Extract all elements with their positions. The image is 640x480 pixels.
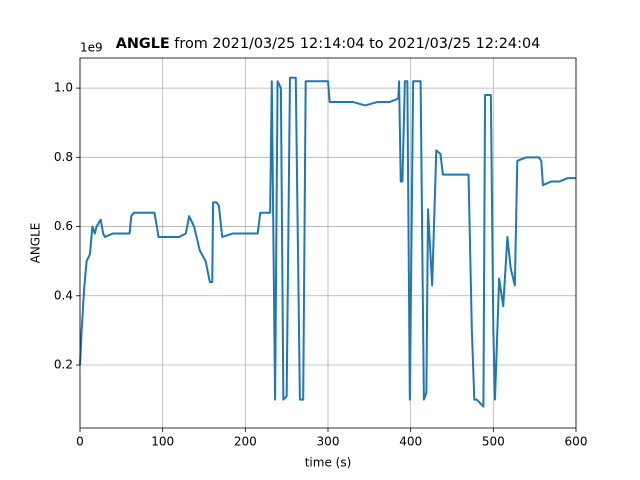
y-axis-label: ANGLE [29,223,43,264]
title-bold: ANGLE [116,36,170,52]
y-tick-label: 0.6 [54,219,73,233]
x-tick-label: 500 [482,435,505,449]
chart-title: ANGLE from 2021/03/25 12:14:04 to 2021/0… [116,36,541,52]
y-tick-label: 0.4 [54,288,73,302]
x-tick-label: 200 [234,435,257,449]
x-tick-label: 0 [76,435,84,449]
x-tick-label: 400 [399,435,422,449]
y-tick-label: 0.2 [54,358,73,372]
title-rest: from 2021/03/25 12:14:04 to 2021/03/25 1… [174,36,540,52]
x-tick-label: 100 [151,435,174,449]
data-line [79,76,576,408]
x-axis-label: time (s) [305,456,352,470]
x-tick-label: 600 [565,435,588,449]
plot-frame [79,57,577,429]
y-offset: 1e9 [80,41,103,55]
y-tick-label: 0.8 [54,150,73,164]
x-tick-label: 300 [317,435,340,449]
y-tick-label: 1.0 [54,81,73,95]
